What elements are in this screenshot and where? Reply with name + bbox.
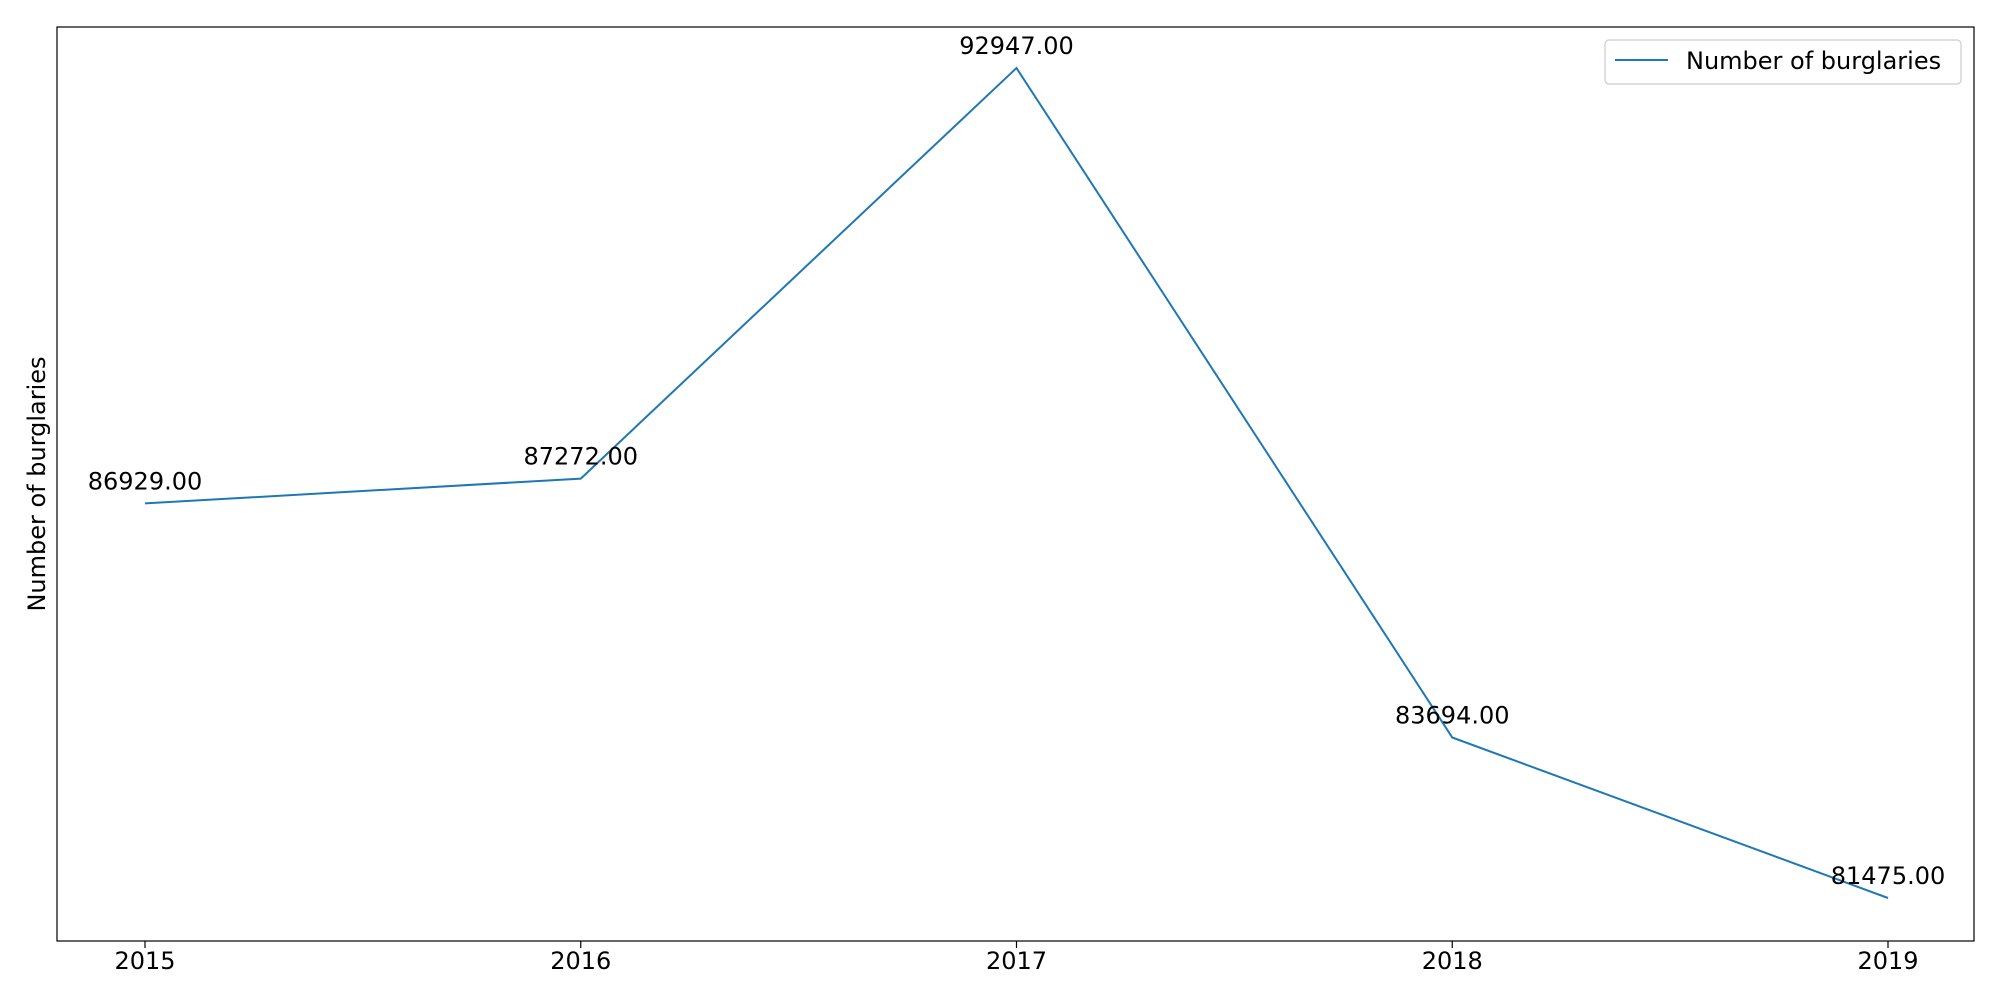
legend-label: Number of burglaries — [1686, 47, 1941, 75]
data-labels: 86929.00 87272.00 92947.00 83694.00 81475.00 — [88, 32, 1946, 890]
x-tick-label: 2018 — [1422, 947, 1483, 975]
y-axis-label: Number of burglaries — [23, 356, 51, 611]
data-label: 87272.00 — [523, 443, 638, 471]
data-label: 81475.00 — [1831, 862, 1946, 890]
legend-box — [1604, 39, 1962, 85]
x-tick-label: 2019 — [1857, 947, 1918, 975]
series-layer — [144, 66, 1889, 899]
legend: Number of burglaries — [1604, 39, 1962, 85]
data-label: 83694.00 — [1395, 701, 1510, 729]
series-line-number-of-burglaries — [144, 66, 1889, 899]
x-tick-label: 2015 — [114, 947, 175, 975]
data-label: 92947.00 — [959, 32, 1074, 60]
data-label: 86929.00 — [88, 467, 203, 495]
x-tick-label: 2017 — [986, 947, 1047, 975]
x-tick-label: 2016 — [550, 947, 611, 975]
plot-frame — [56, 26, 1975, 942]
x-axis: 2015 2016 2017 2018 2019 — [114, 941, 1919, 975]
